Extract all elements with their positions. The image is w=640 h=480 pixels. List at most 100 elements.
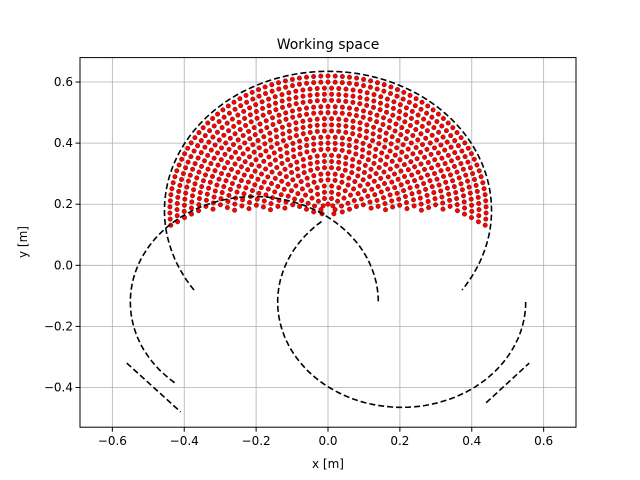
workspace-point	[175, 194, 181, 200]
workspace-point	[279, 92, 285, 98]
workspace-point	[367, 84, 373, 90]
workspace-point	[339, 209, 345, 215]
workspace-point	[383, 137, 388, 143]
workspace-point	[421, 116, 427, 122]
workspace-point	[432, 157, 438, 163]
workspace-point	[325, 146, 331, 152]
workspace-point	[235, 112, 241, 118]
workspace-point	[286, 96, 292, 102]
workspace-point	[274, 141, 280, 147]
workspace-point	[461, 193, 466, 199]
workspace-point	[202, 158, 207, 164]
workspace-point	[367, 174, 373, 180]
workspace-point	[411, 203, 417, 209]
workspace-point	[219, 171, 224, 176]
workspace-point	[351, 186, 357, 192]
workspace-point	[350, 87, 356, 93]
x-tick-label: −0.4	[170, 434, 199, 448]
workspace-point	[244, 99, 250, 105]
workspace-point	[240, 133, 246, 138]
workspace-point	[407, 185, 413, 191]
workspace-point	[299, 198, 305, 203]
workspace-point	[353, 204, 359, 209]
workspace-point	[404, 200, 409, 205]
workspace-point	[389, 134, 395, 140]
workspace-point	[303, 192, 308, 198]
workspace-point	[407, 92, 413, 98]
workspace-point	[311, 147, 317, 153]
workspace-point	[295, 191, 301, 197]
workspace-point	[450, 178, 456, 184]
workspace-point	[428, 151, 434, 157]
workspace-point	[182, 151, 188, 157]
workspace-point	[321, 128, 327, 134]
workspace-point	[400, 142, 406, 148]
workspace-point	[219, 145, 224, 151]
workspace-point	[238, 178, 244, 184]
workspace-point	[199, 163, 205, 169]
workspace-point	[211, 194, 217, 200]
workspace-point	[445, 152, 451, 158]
workspace-point	[285, 193, 291, 199]
workspace-point	[475, 219, 481, 225]
workspace-point	[438, 168, 444, 174]
workspace-point	[314, 159, 320, 165]
workspace-point	[371, 98, 377, 104]
workspace-point	[261, 158, 267, 164]
workspace-point	[258, 185, 264, 191]
workspace-point	[250, 96, 256, 102]
workspace-point	[286, 128, 292, 134]
workspace-point	[354, 106, 360, 112]
workspace-point	[414, 119, 420, 125]
workspace-point	[325, 73, 331, 79]
workspace-point	[425, 160, 431, 165]
workspace-point	[447, 197, 453, 203]
workspace-point	[204, 191, 210, 197]
workspace-point	[198, 150, 204, 156]
workspace-point	[249, 162, 255, 168]
workspace-point	[300, 93, 306, 99]
workspace-point	[458, 181, 464, 187]
workspace-point	[402, 174, 407, 179]
workspace-point	[434, 176, 440, 182]
workspace-point	[343, 92, 349, 98]
workspace-point	[381, 195, 386, 201]
workspace-point	[442, 147, 448, 153]
workspace-point	[273, 100, 278, 106]
workspace-point	[268, 201, 274, 207]
workspace-point	[364, 128, 370, 134]
workspace-point	[187, 172, 193, 178]
workspace-point	[339, 135, 345, 141]
workspace-point	[349, 170, 355, 176]
workspace-point	[418, 207, 424, 213]
workspace-point	[307, 86, 313, 92]
workspace-point	[452, 138, 458, 144]
workspace-point	[459, 148, 465, 154]
workspace-point	[378, 100, 383, 106]
workspace-point	[192, 135, 198, 141]
workspace-point	[331, 211, 337, 217]
workspace-point	[251, 125, 257, 131]
workspace-point	[221, 165, 227, 171]
workspace-point	[243, 92, 249, 98]
workspace-point	[168, 192, 174, 198]
workspace-point	[207, 128, 213, 134]
workspace-point	[223, 178, 229, 184]
workspace-point	[469, 215, 474, 221]
workspace-point	[294, 166, 300, 172]
workspace-point	[307, 155, 313, 160]
workspace-point	[415, 169, 421, 175]
inner-boundary-arc	[129, 195, 380, 384]
workspace-point	[231, 123, 237, 129]
workspace-point	[247, 112, 253, 118]
workspace-point	[219, 190, 225, 196]
workspace-point	[188, 140, 194, 146]
workspace-point	[438, 142, 444, 148]
workspace-point	[212, 188, 218, 194]
workspace-point	[463, 172, 469, 178]
boundary-tail	[126, 362, 182, 413]
workspace-point	[210, 134, 216, 140]
workspace-point	[388, 91, 393, 96]
x-tick-label: 0.4	[462, 434, 481, 448]
workspace-point	[275, 183, 281, 189]
